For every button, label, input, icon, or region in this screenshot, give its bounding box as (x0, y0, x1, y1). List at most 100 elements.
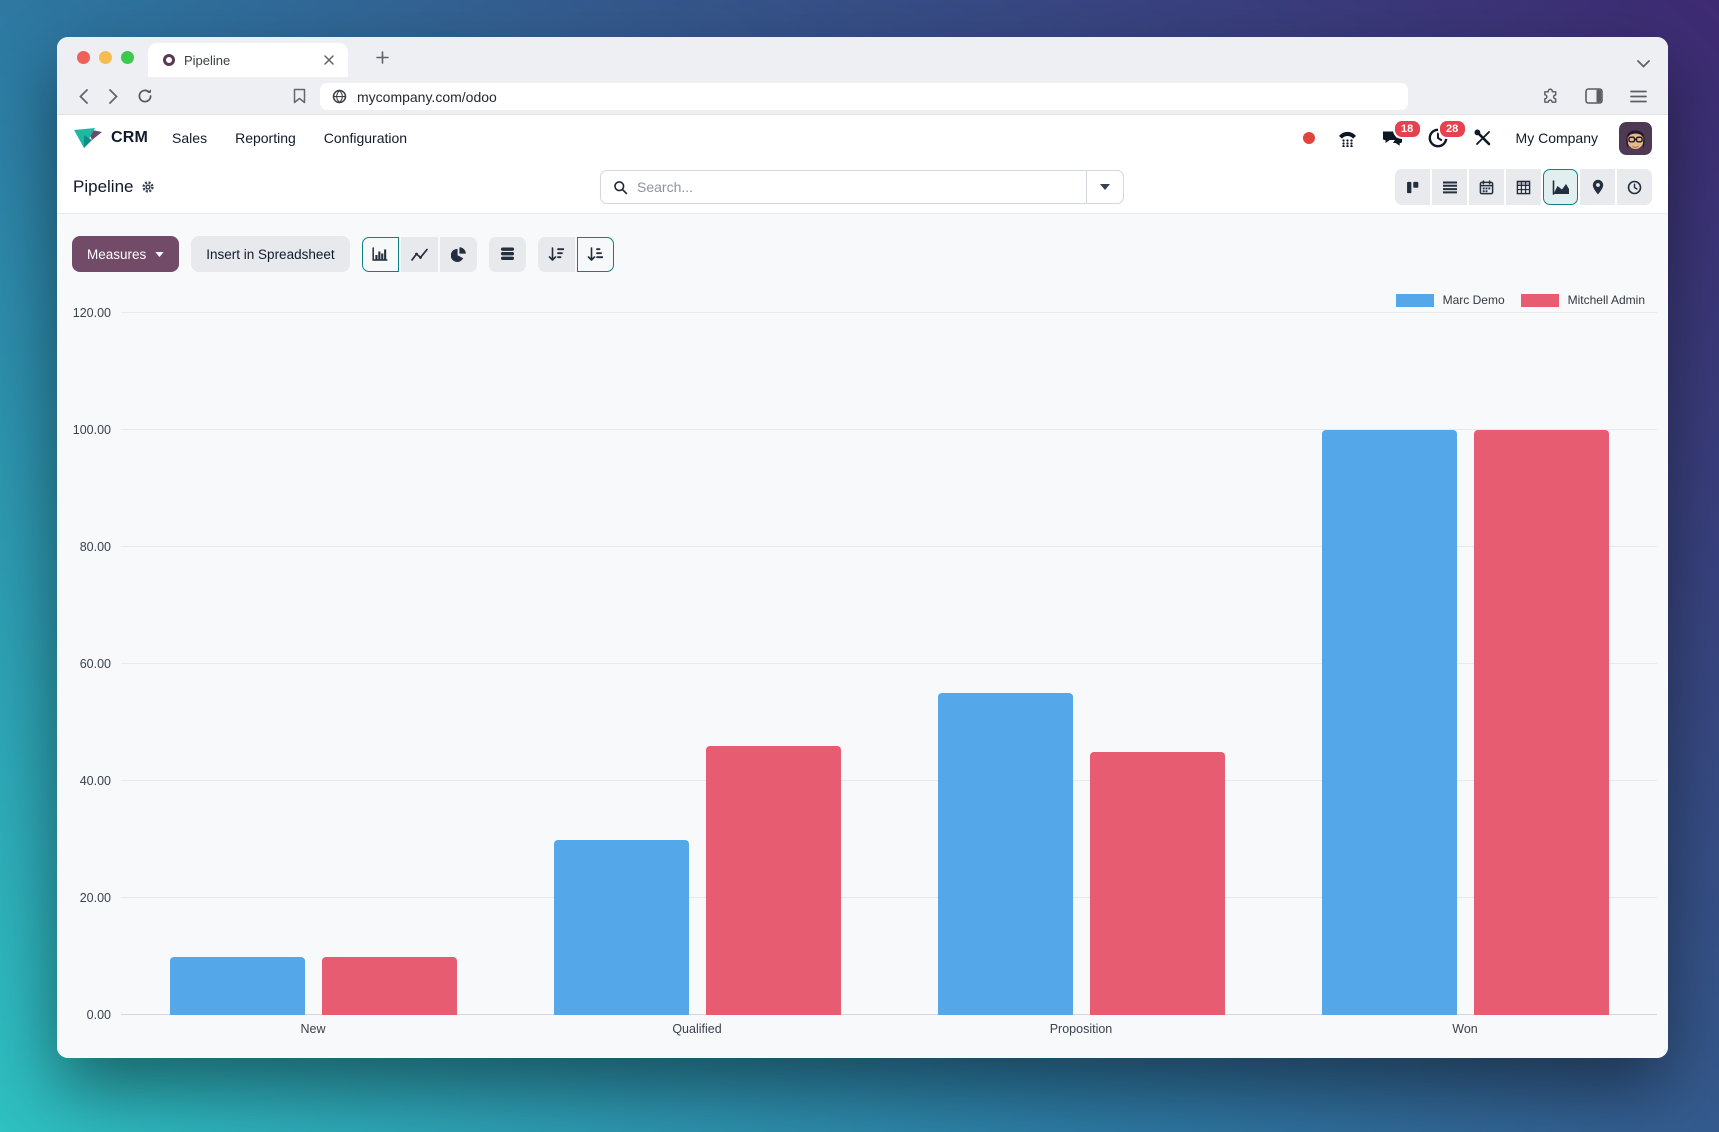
browser-actions (1536, 82, 1652, 110)
gridline (121, 897, 1657, 898)
window-close-button[interactable] (77, 51, 90, 64)
menu-reporting[interactable]: Reporting (235, 130, 296, 146)
bookmark-icon[interactable] (285, 82, 313, 110)
systray: 18 28 My Company (1302, 119, 1652, 155)
legend-swatch (1395, 293, 1434, 307)
measures-button[interactable]: Measures (72, 236, 180, 272)
plot-area: New Qualified Proposition Won (121, 312, 1657, 1036)
tab-search-chevron-icon[interactable] (1637, 60, 1650, 68)
x-category-label: Proposition (1049, 1022, 1113, 1036)
window-minimize-button[interactable] (99, 51, 112, 64)
odoo-app-bar: CRM Sales Reporting Configuration 18 28 … (57, 115, 1668, 161)
x-category-label: Won (1452, 1022, 1478, 1036)
menu-sales[interactable]: Sales (172, 130, 208, 146)
gridline (121, 312, 1657, 313)
sidebar-toggle-icon[interactable] (1580, 82, 1608, 110)
view-pivot-icon[interactable] (1506, 169, 1541, 205)
bar-mitchell-admin-qualified[interactable] (705, 745, 841, 1015)
extensions-puzzle-icon[interactable] (1536, 82, 1564, 110)
messages-count-badge: 18 (1392, 119, 1422, 140)
reload-icon[interactable] (131, 82, 159, 110)
y-tick-label: 100.00 (72, 423, 111, 437)
line-chart-icon[interactable] (400, 236, 438, 272)
legend-item[interactable]: Marc Demo (1395, 293, 1505, 307)
view-list-icon[interactable] (1432, 169, 1467, 205)
menu-configuration[interactable]: Configuration (323, 130, 408, 146)
y-tick-label: 0.00 (86, 1008, 111, 1022)
pie-chart-icon[interactable] (439, 236, 477, 272)
sort-descending-icon[interactable] (537, 236, 575, 272)
browser-tab[interactable]: Pipeline (148, 43, 348, 77)
view-activity-icon[interactable] (1617, 169, 1652, 205)
control-panel: Pipeline (57, 161, 1668, 213)
y-tick-label: 40.00 (79, 774, 111, 788)
window-zoom-button[interactable] (121, 51, 134, 64)
user-avatar[interactable] (1619, 121, 1652, 155)
stacked-toggle-icon[interactable] (488, 236, 526, 272)
measures-label: Measures (87, 246, 147, 262)
y-tick-label: 60.00 (79, 657, 111, 671)
view-calendar-icon[interactable] (1469, 169, 1504, 205)
y-tick-label: 120.00 (72, 306, 111, 320)
view-map-icon[interactable] (1580, 169, 1615, 205)
app-name[interactable]: CRM (111, 129, 149, 146)
activities-clock-icon[interactable]: 28 (1426, 119, 1467, 150)
view-graph-icon[interactable] (1543, 169, 1578, 205)
site-info-globe-icon[interactable] (332, 89, 347, 104)
search-filters-chevron-icon[interactable] (1086, 171, 1123, 203)
sort-group (537, 236, 614, 272)
company-name[interactable]: My Company (1515, 130, 1598, 146)
legend-swatch (1520, 293, 1559, 307)
gridline (121, 780, 1657, 781)
search-input[interactable] (637, 179, 1086, 195)
gridline (121, 429, 1657, 430)
gridline (121, 663, 1657, 664)
crm-app-logo-icon[interactable] (73, 126, 103, 150)
view-switcher (1395, 169, 1652, 205)
legend-label: Mitchell Admin (1567, 293, 1645, 307)
y-tick-label: 80.00 (79, 540, 111, 554)
tab-title: Pipeline (184, 52, 231, 68)
search-icon (613, 180, 628, 195)
forward-icon[interactable] (99, 82, 127, 110)
bar-marc-demo-won[interactable] (1321, 430, 1457, 1015)
insert-in-spreadsheet-button[interactable]: Insert in Spreadsheet (191, 236, 350, 272)
presence-dot-icon[interactable] (1302, 132, 1315, 144)
tab-favicon-icon (163, 54, 175, 66)
back-icon[interactable] (69, 82, 97, 110)
settings-gear-icon[interactable] (141, 180, 155, 194)
activities-count-badge: 28 (1437, 119, 1467, 140)
page-title: Pipeline (73, 177, 134, 196)
browser-toolbar: mycompany.com/odoo (57, 77, 1668, 115)
messages-chat-icon[interactable]: 18 (1381, 119, 1422, 150)
bar-marc-demo-qualified[interactable] (553, 839, 689, 1015)
window-controls (77, 51, 134, 64)
bar-mitchell-admin-won[interactable] (1473, 430, 1609, 1015)
voip-phone-icon[interactable] (1336, 126, 1360, 150)
page-title-wrap: Pipeline (73, 177, 155, 197)
y-axis: 0.00 20.00 40.00 60.00 80.00 100.00 120.00 (57, 306, 115, 1022)
search-bar (600, 170, 1124, 204)
view-kanban-icon[interactable] (1395, 169, 1430, 205)
graph-toolbar: Measures Insert in Spreadsheet (57, 214, 1668, 272)
legend-label: Marc Demo (1442, 293, 1505, 307)
browser-menu-icon[interactable] (1624, 82, 1652, 110)
bar-mitchell-admin-proposition[interactable] (1089, 751, 1225, 1015)
new-tab-button[interactable] (369, 44, 395, 70)
tab-close-icon[interactable] (320, 51, 338, 69)
chart-legend: Marc Demo Mitchell Admin (1395, 293, 1645, 307)
bar-marc-demo-new[interactable] (169, 956, 305, 1015)
bar-chart-icon[interactable] (361, 236, 399, 272)
caret-down-icon (155, 251, 164, 257)
address-bar[interactable]: mycompany.com/odoo (320, 83, 1408, 110)
legend-item[interactable]: Mitchell Admin (1520, 293, 1645, 307)
browser-window: Pipeline mycompany.com/odo (57, 37, 1668, 1058)
debug-tools-icon[interactable] (1471, 126, 1495, 150)
chart-type-group (361, 236, 477, 272)
bar-marc-demo-proposition[interactable] (937, 693, 1073, 1015)
x-category-label: New (300, 1022, 326, 1036)
bar-mitchell-admin-new[interactable] (321, 956, 457, 1015)
sort-ascending-icon[interactable] (576, 236, 614, 272)
gridline (121, 1014, 1657, 1015)
